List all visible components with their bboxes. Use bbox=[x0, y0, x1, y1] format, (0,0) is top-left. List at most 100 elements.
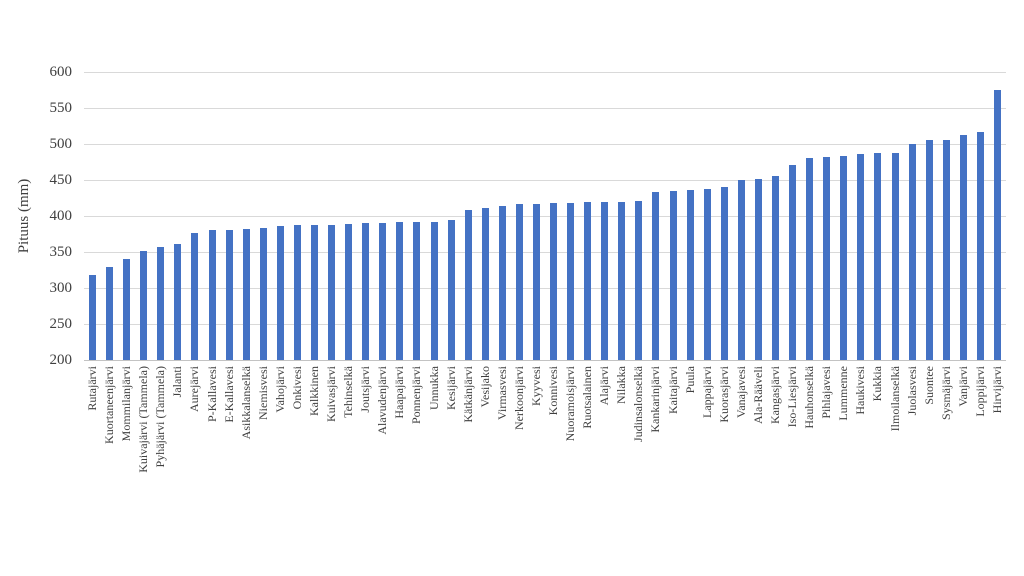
y-tick-label: 550 bbox=[49, 100, 73, 116]
bar bbox=[208, 230, 216, 360]
gridline bbox=[84, 108, 1006, 109]
bar bbox=[532, 203, 540, 360]
bar bbox=[652, 191, 660, 360]
bar bbox=[618, 201, 626, 360]
x-tick-label: Iso-Liesjärvi bbox=[785, 366, 800, 428]
x-tick-label: Ilmoilanselkä bbox=[887, 366, 902, 432]
bar bbox=[328, 224, 336, 360]
x-tick-label: Judinsalonselkä bbox=[631, 366, 646, 442]
bar bbox=[635, 200, 643, 360]
y-tick-label: 500 bbox=[49, 136, 73, 152]
x-axis-line bbox=[84, 360, 1006, 361]
bar bbox=[806, 157, 814, 360]
x-tick-label: Virmasvesi bbox=[494, 366, 509, 420]
y-tick-label: 300 bbox=[49, 280, 73, 296]
bar bbox=[703, 188, 711, 360]
x-tick-label: Haapajärvi bbox=[392, 366, 407, 419]
bar bbox=[789, 164, 797, 360]
x-tick-label: Vanjärvi bbox=[955, 366, 970, 407]
bar bbox=[567, 203, 575, 360]
x-tick-label: Vesijako bbox=[477, 366, 492, 408]
x-tick-label: Kuivasjärvi bbox=[324, 366, 339, 422]
x-tick-label: Juolasvesi bbox=[904, 366, 919, 416]
x-tick-label: Jalanti bbox=[170, 366, 185, 398]
y-tick-label: 400 bbox=[49, 208, 73, 224]
bar bbox=[396, 222, 404, 360]
bar bbox=[976, 132, 984, 360]
gridline bbox=[84, 324, 1006, 325]
gridline bbox=[84, 288, 1006, 289]
bar bbox=[464, 209, 472, 360]
x-tick-label: Hirvijärvi bbox=[989, 366, 1004, 414]
bar bbox=[498, 205, 506, 360]
x-tick-label: Kuorasjärvi bbox=[716, 366, 731, 423]
x-tick-label: Lappajärvi bbox=[699, 366, 714, 418]
x-tick-label: Onkivesi bbox=[289, 366, 304, 410]
bar bbox=[345, 223, 353, 360]
bar bbox=[123, 259, 131, 360]
x-tick-label: P-Kallavesi bbox=[204, 366, 219, 422]
bar bbox=[584, 202, 592, 360]
bar bbox=[174, 244, 182, 360]
x-tick-label: Ponnenjärvi bbox=[409, 366, 424, 424]
gridline bbox=[84, 72, 1006, 73]
bar bbox=[772, 176, 779, 360]
bar bbox=[447, 220, 455, 360]
bar bbox=[754, 178, 762, 360]
bar bbox=[362, 223, 370, 360]
x-tick-label: Rutajärvi bbox=[85, 366, 100, 411]
x-tick-label: Nuoramoisjärvi bbox=[563, 366, 578, 442]
bar bbox=[601, 202, 609, 360]
y-tick-label: 450 bbox=[49, 172, 73, 188]
bar bbox=[669, 190, 677, 360]
bar bbox=[430, 221, 438, 360]
x-tick-label: Pihlajavesi bbox=[819, 366, 834, 419]
x-tick-label: Puula bbox=[682, 366, 697, 394]
x-tick-label: Niemisvesi bbox=[255, 366, 270, 420]
x-tick-label: Vanajavesi bbox=[733, 366, 748, 418]
bar bbox=[925, 140, 933, 360]
bar bbox=[191, 233, 199, 360]
x-tick-label: Konnivesi bbox=[546, 366, 561, 416]
x-tick-label: Kuortaneenjärvi bbox=[102, 366, 117, 444]
bar bbox=[481, 208, 489, 360]
y-tick-label: 200 bbox=[49, 352, 73, 368]
x-tick-label: Haukivesi bbox=[853, 366, 868, 415]
x-tick-label: Mommilanjärvi bbox=[119, 366, 134, 442]
x-tick-label: Loppijärvi bbox=[972, 366, 987, 417]
x-tick-label: Aurejärvi bbox=[187, 366, 202, 412]
bar bbox=[942, 139, 950, 360]
x-tick-label: Kyyvesi bbox=[528, 366, 543, 406]
bar bbox=[413, 222, 421, 360]
bar bbox=[959, 134, 967, 360]
x-tick-label: Kangasjärvi bbox=[768, 366, 782, 424]
x-tick-label: Ruotsalainen bbox=[580, 366, 595, 429]
y-tick-label: 250 bbox=[49, 316, 73, 332]
gridline bbox=[84, 216, 1006, 217]
x-tick-label: Vahojärvi bbox=[272, 366, 287, 413]
x-tick-label: Kesijärvi bbox=[443, 366, 458, 410]
x-tick-label: Tehinselkä bbox=[341, 366, 356, 418]
bar bbox=[891, 152, 899, 360]
bar bbox=[225, 229, 233, 360]
x-tick-label: Nilakka bbox=[614, 366, 629, 404]
bar bbox=[686, 190, 694, 360]
bar bbox=[259, 228, 267, 360]
gridline bbox=[84, 252, 1006, 253]
bar bbox=[311, 224, 318, 360]
y-tick-label: 350 bbox=[49, 244, 73, 260]
bar bbox=[276, 226, 284, 360]
x-tick-label: Lummenne bbox=[836, 366, 851, 421]
bar bbox=[737, 180, 745, 360]
x-tick-label: Joutsjärvi bbox=[358, 366, 373, 413]
bar bbox=[550, 203, 558, 360]
x-tick-label: Alajärvi bbox=[597, 366, 612, 406]
bar bbox=[993, 90, 1001, 360]
bar bbox=[106, 267, 114, 360]
bar bbox=[874, 153, 882, 360]
bar bbox=[293, 225, 301, 360]
x-tick-label: Kuivajärvi (Tammela) bbox=[136, 366, 151, 473]
x-tick-label: Hauhonselkä bbox=[802, 366, 817, 429]
x-tick-label: Ala-Rääveli bbox=[750, 366, 765, 424]
x-tick-label: Kukkia bbox=[870, 366, 885, 402]
